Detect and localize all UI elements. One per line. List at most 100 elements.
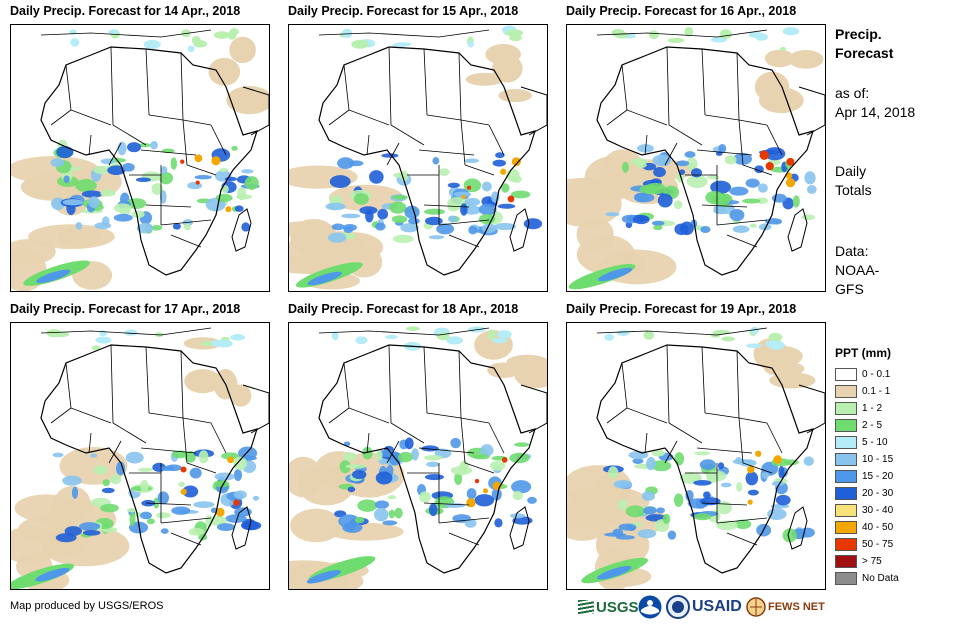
precip-area <box>750 326 759 335</box>
precip-area <box>365 209 374 223</box>
precip-area <box>135 177 151 182</box>
precip-area <box>193 40 208 48</box>
precip-area <box>699 497 721 506</box>
precip-area <box>62 199 84 206</box>
arabia-outline <box>798 384 825 434</box>
legend-item: 2 - 5 <box>835 417 955 434</box>
country-border <box>110 344 114 424</box>
precip-area <box>512 490 523 501</box>
precip-area <box>605 212 620 217</box>
legend-swatch <box>835 368 857 381</box>
country-border <box>448 532 480 546</box>
precip-area <box>388 509 396 519</box>
country-border <box>180 52 184 121</box>
usaid-text: USAID <box>692 598 742 615</box>
panel-title: Daily Precip. Forecast for 19 Apr., 2018 <box>566 302 797 316</box>
heavy-rain-cell <box>747 465 755 474</box>
country-border <box>160 219 212 226</box>
precip-area <box>651 449 666 457</box>
precip-area <box>458 461 468 475</box>
precip-area <box>749 223 758 228</box>
legend-label: 2 - 5 <box>862 420 883 431</box>
precip-area <box>512 516 533 525</box>
country-border <box>145 204 192 208</box>
precip-area <box>411 448 419 461</box>
legend-swatch <box>835 436 857 449</box>
precip-area <box>764 49 795 68</box>
precip-area <box>597 267 633 282</box>
precip-area <box>234 205 244 212</box>
precip-area <box>252 495 260 501</box>
precip-area <box>210 507 218 514</box>
country-border <box>423 346 428 414</box>
precip-area <box>710 193 732 205</box>
country-border <box>108 440 122 464</box>
country-border <box>726 532 758 546</box>
precip-area <box>446 336 463 345</box>
precip-area <box>343 451 357 462</box>
europe-coast <box>40 29 212 38</box>
precip-area <box>393 172 408 178</box>
data-source-block: Data: NOAA- GFS <box>835 242 879 299</box>
legend-swatch <box>835 453 857 466</box>
data-source-line: NOAA- <box>835 262 880 278</box>
precip-area <box>747 489 759 496</box>
precip-area <box>373 507 389 522</box>
noaa-icon <box>638 595 662 619</box>
precip-area <box>146 518 155 525</box>
precip-area <box>75 179 97 193</box>
precip-area <box>754 71 790 103</box>
precip-area <box>170 157 178 170</box>
country-border <box>328 407 350 424</box>
precip-area <box>510 190 531 199</box>
precip-area <box>639 184 659 195</box>
precip-area <box>11 156 99 184</box>
precip-area <box>408 217 420 225</box>
precip-area <box>685 489 694 502</box>
precip-area <box>307 271 342 286</box>
madagascar-outline <box>787 506 808 550</box>
precip-area <box>392 234 414 243</box>
usaid-logo: USAID <box>692 594 742 620</box>
panel-title: Daily Precip. Forecast for 16 Apr., 2018 <box>566 4 797 18</box>
precip-area <box>637 529 657 539</box>
precip-area <box>718 143 727 154</box>
heavy-rain-cell <box>759 150 769 160</box>
precip-area <box>138 467 154 472</box>
precip-area <box>474 494 495 507</box>
heavy-rain-cell <box>466 185 472 190</box>
precip-area <box>643 330 655 340</box>
precip-area <box>625 505 645 518</box>
precip-area <box>487 329 496 340</box>
precip-area <box>213 480 230 488</box>
legend-item: 1 - 2 <box>835 400 955 417</box>
precip-area <box>100 158 115 165</box>
precip-area <box>115 461 126 476</box>
legend-item: 15 - 20 <box>835 468 955 485</box>
precip-area <box>381 153 399 158</box>
precip-area <box>230 334 246 341</box>
legend-item: 0.1 - 1 <box>835 383 955 400</box>
precip-area <box>745 178 760 188</box>
precip-area <box>674 223 689 236</box>
data-label: Data: <box>835 243 869 259</box>
legend-swatch <box>835 487 857 500</box>
precip-area <box>389 201 407 214</box>
precip-area <box>375 450 383 461</box>
heavy-rain-cell <box>180 466 187 473</box>
panel-title: Daily Precip. Forecast for 15 Apr., 2018 <box>288 4 519 18</box>
precip-area <box>657 193 673 208</box>
country-border <box>170 234 202 248</box>
precip-area <box>157 491 170 505</box>
legend-label: 20 - 30 <box>862 488 894 499</box>
precip-area <box>213 31 230 39</box>
precip-area <box>129 512 136 527</box>
precip-area <box>617 499 628 511</box>
precip-area <box>382 520 398 526</box>
precip-area <box>497 203 516 209</box>
precip-area <box>651 460 672 472</box>
precip-area <box>56 146 74 159</box>
precip-area <box>391 215 408 224</box>
totals-line: Daily <box>835 163 867 179</box>
precip-area <box>745 471 759 486</box>
